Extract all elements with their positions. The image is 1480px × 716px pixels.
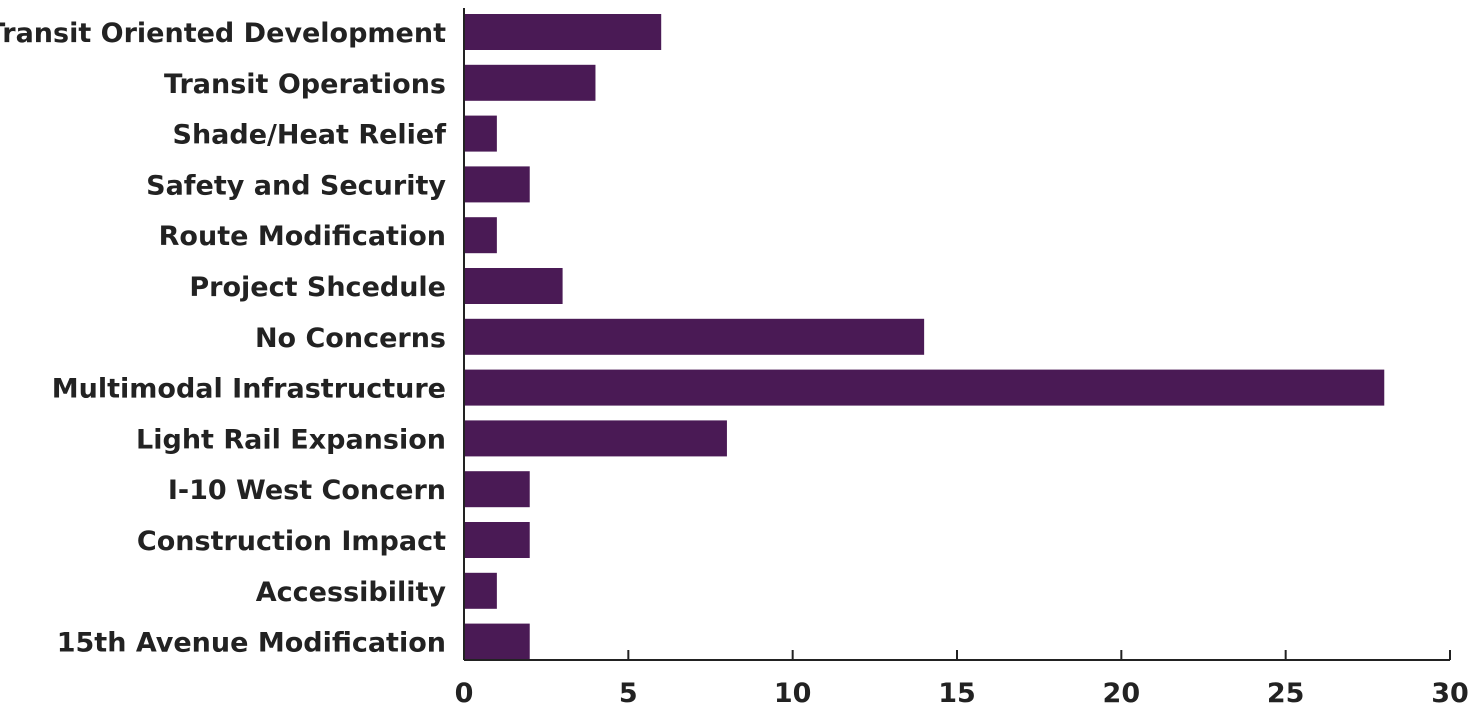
category-label: Multimodal Infrastructure xyxy=(52,374,446,405)
category-label: Transit Operations xyxy=(164,69,446,100)
x-tick-label: 30 xyxy=(1431,678,1469,709)
bar xyxy=(465,64,596,101)
category-label: Light Rail Expansion xyxy=(136,424,446,455)
x-tick-label: 25 xyxy=(1267,678,1305,709)
category-label: Accessibility xyxy=(256,577,447,608)
bar xyxy=(465,369,1385,406)
category-label: Transit Oriented Development xyxy=(0,18,446,49)
bar xyxy=(465,572,497,609)
x-axis-ticks: 0 5 10 15 20 25 30 xyxy=(455,650,1469,709)
category-label: 15th Avenue Modification xyxy=(57,628,446,659)
bar xyxy=(465,522,530,558)
category-labels: Transit Oriented Development Transit Oper… xyxy=(0,18,446,659)
x-tick-label: 20 xyxy=(1103,678,1141,709)
x-tick-label: 15 xyxy=(938,678,976,709)
category-label: Construction Impact xyxy=(137,526,446,557)
category-label: Project Shcedule xyxy=(189,272,446,303)
category-label: Shade/Heat Relief xyxy=(173,120,447,151)
bars-group xyxy=(465,14,1385,660)
category-label: I-10 West Concern xyxy=(168,475,446,506)
bar xyxy=(465,166,530,203)
bar xyxy=(465,623,530,660)
bar xyxy=(465,268,563,304)
bar xyxy=(465,14,662,50)
bar xyxy=(465,217,497,254)
x-tick-label: 0 xyxy=(455,678,474,709)
bar xyxy=(465,115,497,152)
category-label: Route Modification xyxy=(159,221,446,252)
x-tick-label: 5 xyxy=(619,678,638,709)
bar xyxy=(465,318,925,355)
category-label: No Concerns xyxy=(255,323,446,354)
bar xyxy=(465,420,727,457)
category-label: Safety and Security xyxy=(146,170,446,201)
x-tick-label: 10 xyxy=(774,678,812,709)
bar xyxy=(465,471,530,508)
